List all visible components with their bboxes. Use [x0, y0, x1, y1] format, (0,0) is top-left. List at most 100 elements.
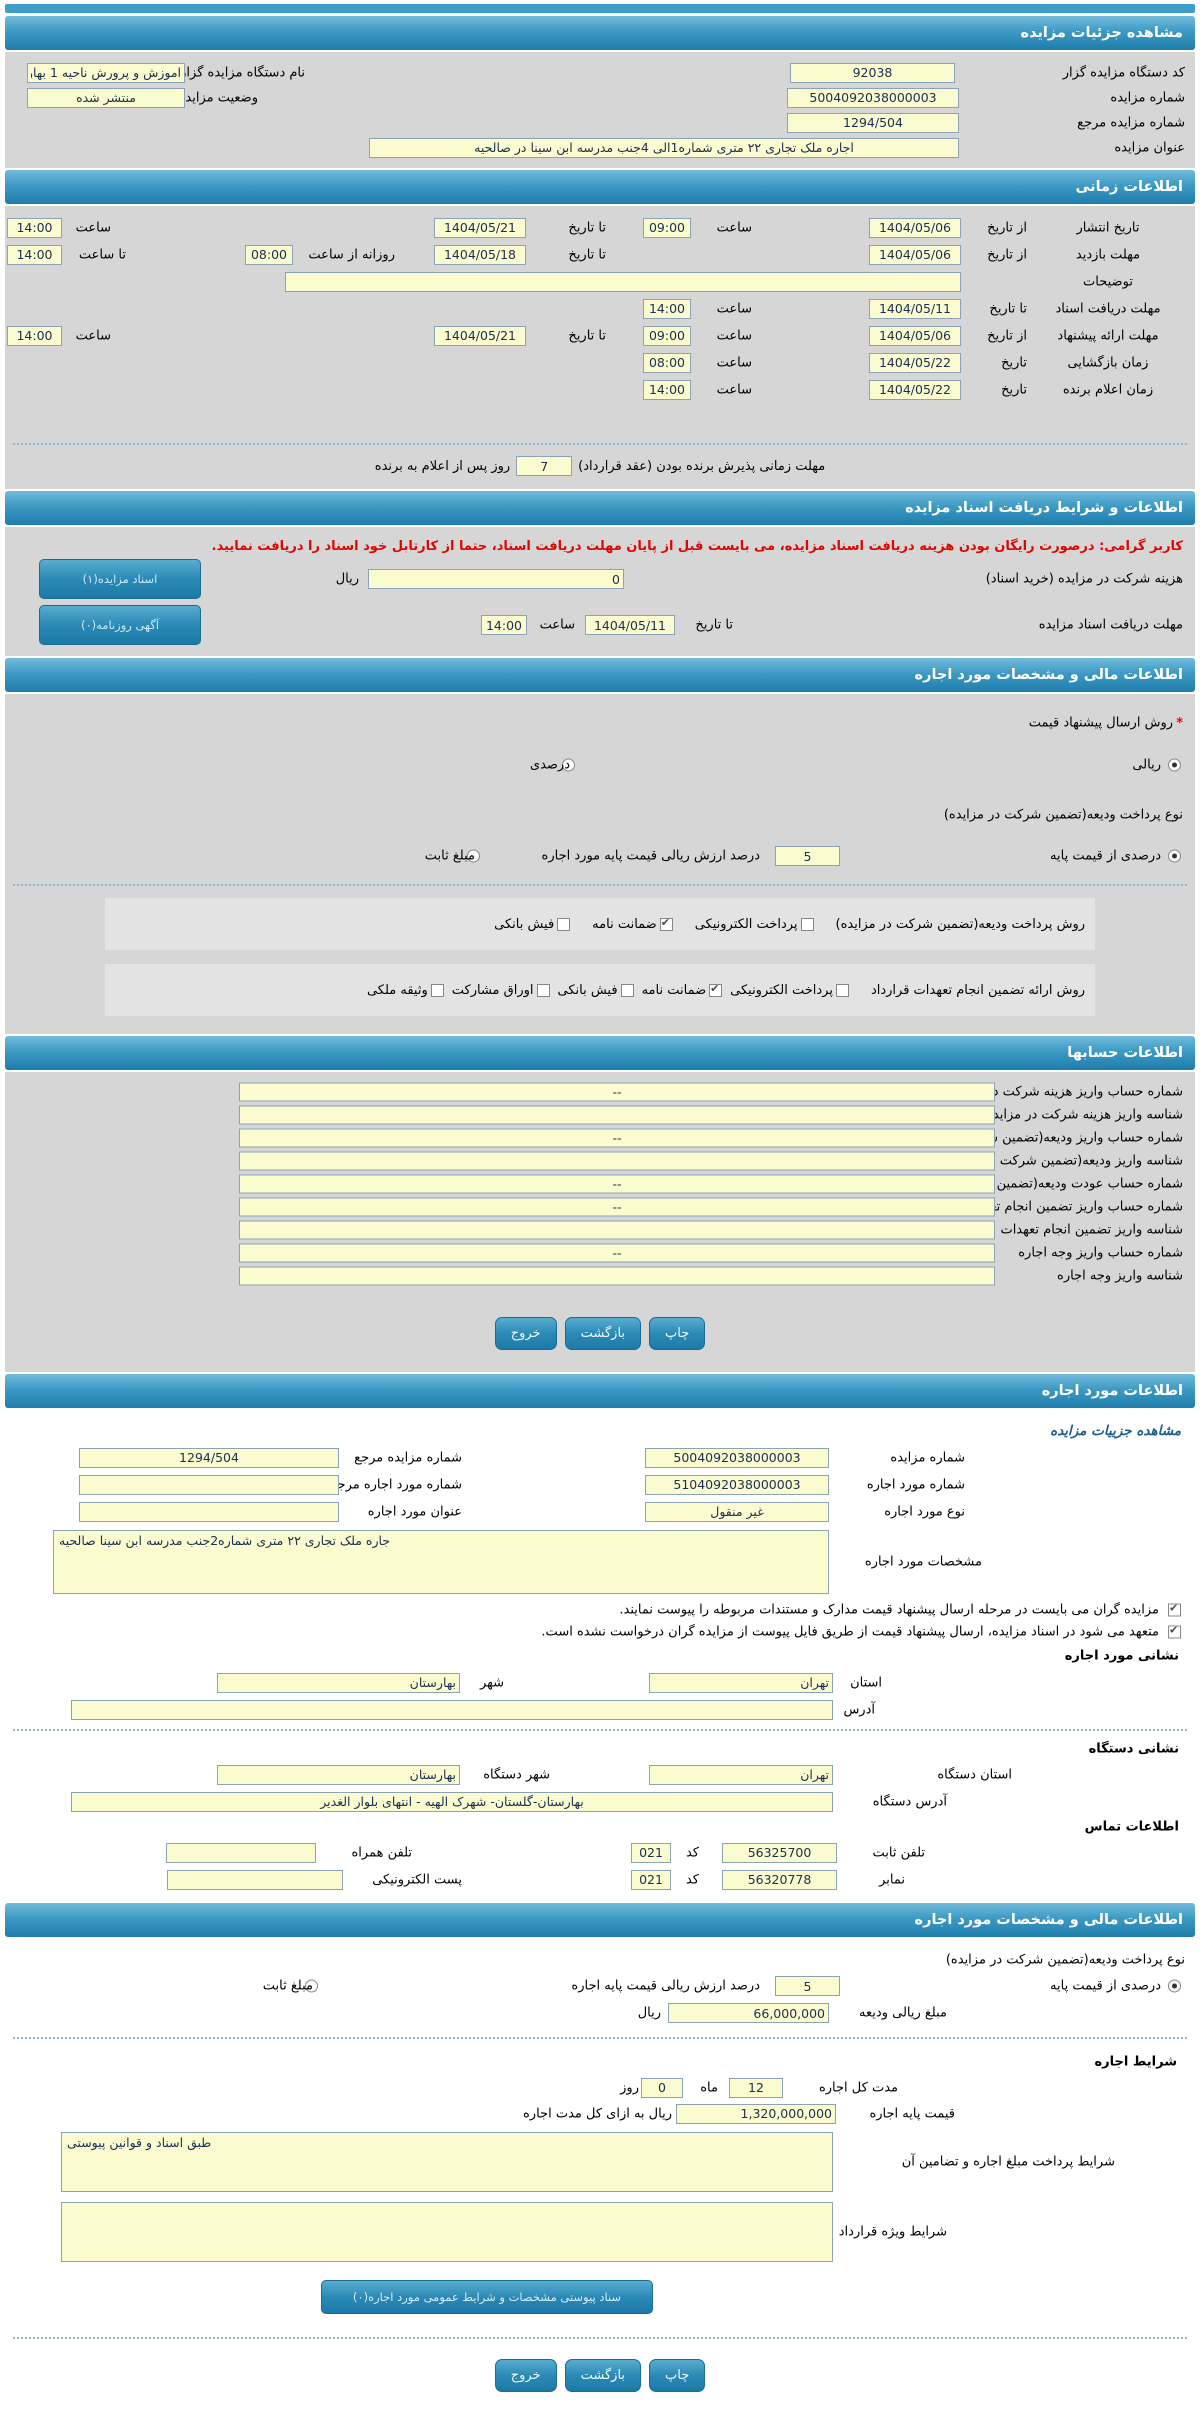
auction-ref-input[interactable]	[79, 1447, 339, 1468]
docs-deadline-date-input[interactable]	[585, 615, 675, 635]
offer-from-time-input[interactable]	[643, 325, 691, 346]
bidder-code-input[interactable]	[790, 62, 955, 83]
email-input[interactable]	[167, 1869, 343, 1890]
auction-title-input[interactable]	[369, 137, 959, 158]
receive-docs-date-input[interactable]	[869, 298, 961, 319]
guarantee-letter-checkbox[interactable]	[659, 916, 673, 931]
deposit-amount-input[interactable]	[668, 2003, 829, 2023]
rial-radio[interactable]	[1168, 758, 1181, 772]
fee-input[interactable]	[368, 569, 624, 589]
fixed-amount-radio[interactable]	[466, 849, 480, 863]
auction-number-input[interactable]	[787, 87, 959, 108]
to-date-label: تا تاریخ	[695, 617, 733, 633]
address-input[interactable]	[71, 1699, 833, 1720]
item-ref-input[interactable]	[79, 1474, 339, 1495]
publish-from-date-input[interactable]	[869, 217, 961, 238]
guarantee-letter-checkbox[interactable]	[709, 982, 723, 997]
duration-months-input[interactable]	[729, 2077, 783, 2098]
account-input[interactable]	[239, 1128, 995, 1147]
auction-ref-input[interactable]	[787, 112, 959, 133]
item-specs-textarea[interactable]: جاره ملک تجاری ۲۲ متری شماره2جنب مدرسه ا…	[53, 1530, 829, 1594]
phone-input[interactable]	[722, 1842, 837, 1863]
area-code-label: کد	[685, 1845, 699, 1860]
publish-to-time-input[interactable]	[7, 217, 62, 238]
view-auction-details-link[interactable]: مشاهده جزییات مزایده	[1050, 1423, 1181, 1439]
fax-code-input[interactable]	[631, 1869, 671, 1890]
account-input[interactable]	[239, 1105, 995, 1124]
duration-days-input[interactable]	[641, 2077, 683, 2098]
acceptance-days-input[interactable]	[516, 456, 573, 476]
attached-docs-button[interactable]: سناد پیوستی مشخصات و شرایط عمومی مورد اج…	[321, 2280, 653, 2314]
percent-base-value-input[interactable]	[775, 846, 840, 866]
province-input[interactable]	[649, 1672, 833, 1693]
bidder-name-input[interactable]	[27, 62, 185, 83]
base-price-input[interactable]	[676, 2103, 836, 2124]
back-button[interactable]: بازگشت	[564, 2359, 642, 2392]
exit-button[interactable]: خروج	[494, 2359, 557, 2392]
winner-time-input[interactable]	[643, 379, 691, 400]
overview-row-ref: شماره مزایده مرجع	[5, 110, 1195, 135]
offer-to-time-input[interactable]	[7, 325, 62, 346]
visit-daily-from-time-input[interactable]	[245, 244, 293, 265]
opening-time-input[interactable]	[643, 352, 691, 373]
account-input[interactable]	[239, 1266, 995, 1285]
account-input[interactable]	[239, 1082, 995, 1101]
timing-row-winner: زمان اعلام برنده تاریخ ساعت	[5, 376, 1195, 403]
special-terms-textarea[interactable]	[61, 2202, 833, 2262]
bank-receipt-checkbox[interactable]	[620, 983, 634, 997]
percent-base-radio[interactable]	[1168, 1979, 1181, 1993]
payment-terms-textarea[interactable]: طبق اسناد و قوانین پیوستی	[61, 2132, 833, 2192]
attachments-required-checkbox[interactable]	[1168, 1602, 1181, 1617]
publish-to-date-input[interactable]	[434, 217, 526, 238]
percent-base-value-input[interactable]	[775, 1976, 840, 1996]
org-city-input[interactable]	[217, 1764, 460, 1785]
print-button[interactable]: چاپ	[649, 2359, 706, 2392]
electronic-payment-checkbox[interactable]	[800, 917, 814, 931]
mobile-input[interactable]	[166, 1842, 316, 1863]
publish-from-time-input[interactable]	[643, 217, 691, 238]
no-file-requested-checkbox[interactable]	[1168, 1624, 1181, 1639]
back-button[interactable]: بازگشت	[564, 1317, 642, 1350]
percent-base-radio[interactable]	[1168, 849, 1181, 863]
winner-date-input[interactable]	[869, 379, 961, 400]
auction-no-input[interactable]	[645, 1447, 829, 1468]
fixed-amount-radio[interactable]	[304, 1979, 318, 1993]
participation-bonds-checkbox[interactable]	[536, 983, 550, 997]
newspaper-ad-button[interactable]: آگهی روزنامه(۰)	[39, 605, 201, 645]
account-input[interactable]	[239, 1243, 995, 1262]
auction-status-input[interactable]	[27, 87, 185, 108]
account-input[interactable]	[239, 1151, 995, 1170]
offer-to-date-input[interactable]	[434, 325, 526, 346]
city-input[interactable]	[217, 1672, 460, 1693]
org-province-input[interactable]	[649, 1764, 833, 1785]
item-title-input[interactable]	[79, 1501, 339, 1522]
opening-date-input[interactable]	[869, 352, 961, 373]
item-no-input[interactable]	[645, 1474, 829, 1495]
item-type-input[interactable]	[645, 1501, 829, 1522]
account-input[interactable]	[239, 1220, 995, 1239]
electronic-payment-checkbox[interactable]	[835, 983, 849, 997]
visit-from-date-input[interactable]	[869, 244, 961, 265]
account-input[interactable]	[239, 1197, 995, 1216]
special-terms-label: شرایط ویژه قرارداد	[838, 2224, 947, 2240]
org-address-input[interactable]	[71, 1791, 833, 1812]
receive-docs-time-input[interactable]	[643, 298, 691, 319]
auction-docs-button[interactable]: اسناد مزایده(۱)	[39, 559, 201, 599]
account-label: شناسه واریز تضمین انجام تعهدات	[1000, 1222, 1183, 1237]
property-collateral-checkbox[interactable]	[430, 983, 444, 997]
visit-to-time-input[interactable]	[7, 244, 62, 265]
fax-input[interactable]	[722, 1869, 837, 1890]
visit-to-date-input[interactable]	[434, 244, 526, 265]
account-input[interactable]	[239, 1174, 995, 1193]
contact-section-row: اطلاعات تماس	[5, 1815, 1195, 1839]
notes-input[interactable]	[285, 271, 961, 292]
docs-deadline-time-input[interactable]	[481, 615, 527, 635]
duration-row: مدت کل اجاره ماه روز	[5, 2075, 1195, 2100]
deposit-type-label: نوع پرداخت ودیعه(تضمین شرکت در مزایده)	[945, 1952, 1185, 1968]
exit-button[interactable]: خروج	[494, 1317, 557, 1350]
offer-from-date-input[interactable]	[869, 325, 961, 346]
phone-code-input[interactable]	[631, 1842, 671, 1863]
percent-radio[interactable]	[561, 758, 575, 772]
bank-receipt-checkbox[interactable]	[557, 917, 571, 931]
print-button[interactable]: چاپ	[649, 1317, 706, 1350]
